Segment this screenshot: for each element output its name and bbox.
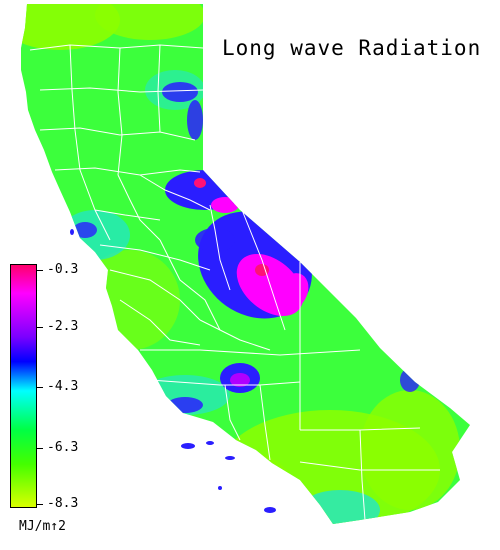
map-title: Long wave Radiation xyxy=(222,36,482,60)
legend-frame xyxy=(10,264,37,508)
legend-color-bar xyxy=(10,264,37,508)
legend-tick-label: -8.3 xyxy=(47,496,79,511)
legend-units: MJ/m↑2 xyxy=(19,519,66,534)
legend-tick xyxy=(37,327,43,328)
county-boundaries xyxy=(29,44,440,521)
legend-tick-label: -6.3 xyxy=(47,440,79,455)
legend-tick xyxy=(37,270,43,271)
legend-tick xyxy=(37,504,43,505)
legend-tick-label: -0.3 xyxy=(47,262,79,277)
legend-tick-label: -2.3 xyxy=(47,319,79,334)
legend-tick xyxy=(37,448,43,449)
legend-tick xyxy=(37,387,43,388)
channel-islands xyxy=(70,229,276,513)
legend-tick-label: -4.3 xyxy=(47,379,79,394)
